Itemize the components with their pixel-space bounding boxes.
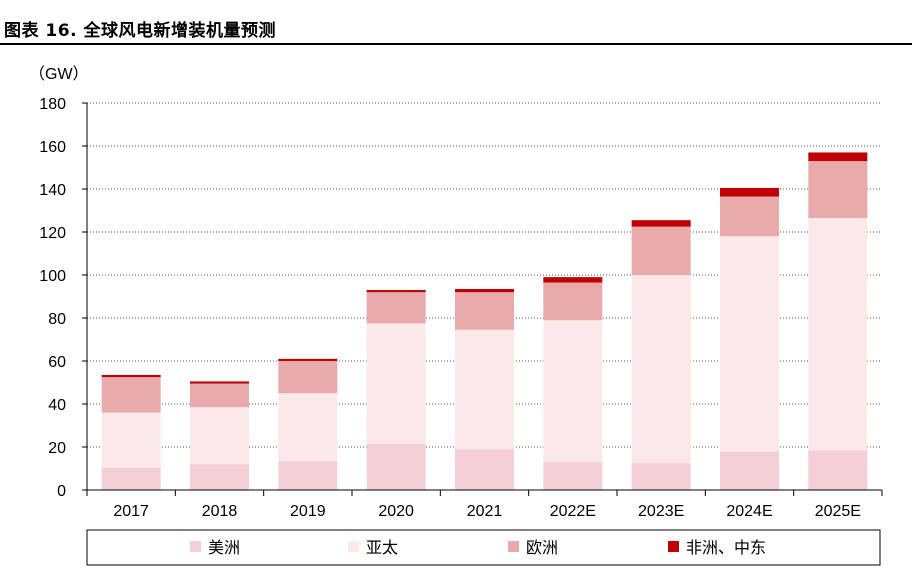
y-tick-label: 60 xyxy=(48,354,66,371)
bar-segment xyxy=(455,292,514,330)
bar-segment xyxy=(101,374,161,378)
bar-segment xyxy=(190,383,249,408)
bar-segment xyxy=(278,460,338,490)
legend-swatch xyxy=(668,541,679,552)
y-tick-label: 80 xyxy=(48,311,66,328)
bar-segment xyxy=(278,393,338,461)
x-tick-label: 2020 xyxy=(378,503,414,520)
y-tick-label: 180 xyxy=(39,96,66,113)
bar-segment xyxy=(720,187,779,197)
bar-segment xyxy=(101,377,161,413)
title-rule xyxy=(0,43,912,45)
bar-segment xyxy=(190,381,249,384)
x-tick-label: 2023E xyxy=(638,503,684,520)
bar-segment xyxy=(101,412,161,468)
bar-segment xyxy=(808,450,868,490)
bar-segment xyxy=(366,292,426,324)
bar-segment xyxy=(455,288,514,293)
y-tick-label: 0 xyxy=(57,483,66,500)
x-tick-label: 2021 xyxy=(467,503,503,520)
x-tick-label: 2017 xyxy=(113,503,149,520)
bar-segment xyxy=(543,282,603,321)
bar-segment xyxy=(543,320,603,463)
bar-segment xyxy=(366,290,426,293)
y-axis-unit-label: （GW） xyxy=(29,65,89,83)
bar-segment xyxy=(808,218,868,451)
bar-segment xyxy=(631,463,691,490)
bar-segment xyxy=(808,161,868,219)
legend-swatch xyxy=(348,541,359,552)
bar-segment xyxy=(190,464,249,490)
bar-segment xyxy=(720,236,779,452)
bar-segment xyxy=(720,451,779,490)
x-tick-label: 2025E xyxy=(815,503,861,520)
legend-label: 亚太 xyxy=(366,538,398,557)
legend-label: 美洲 xyxy=(208,538,240,557)
bar-segment xyxy=(190,407,249,465)
bar-segment xyxy=(720,196,779,237)
legend: 美洲 亚太 欧洲 非洲、中东 xyxy=(86,529,881,566)
bar-segment xyxy=(278,358,338,361)
legend-swatch xyxy=(190,541,201,552)
y-tick-label: 100 xyxy=(39,268,66,285)
bar-segment xyxy=(455,449,514,490)
x-tick-label: 2024E xyxy=(726,503,772,520)
legend-label: 欧洲 xyxy=(526,538,558,557)
bar-segment xyxy=(278,361,338,394)
legend-border xyxy=(86,529,881,566)
y-tick-label: 40 xyxy=(48,397,66,414)
x-tick-label: 2022E xyxy=(550,503,596,520)
bar-segment xyxy=(631,220,691,227)
legend-label: 非洲、中东 xyxy=(686,538,766,557)
x-tick-label: 2019 xyxy=(290,503,326,520)
bar-segment xyxy=(631,226,691,275)
bar-segment xyxy=(543,462,603,490)
y-tick-label: 140 xyxy=(39,182,66,199)
bar-segment xyxy=(366,323,426,444)
bar-segment xyxy=(808,152,868,162)
figure-title: 图表 16. 全球风电新增装机量预测 xyxy=(4,21,276,41)
y-tick-label: 160 xyxy=(39,139,66,156)
bars xyxy=(101,152,868,490)
x-tick-label: 2018 xyxy=(202,503,238,520)
bar-segment xyxy=(101,467,161,490)
bar-segment xyxy=(455,329,514,450)
y-tick-label: 120 xyxy=(39,225,66,242)
bar-segment xyxy=(366,443,426,490)
legend-swatch xyxy=(508,541,519,552)
bar-segment xyxy=(631,275,691,464)
axes: 0 20 40 60 80 100 120 140 160 180 2017 2018 2019 2020… xyxy=(39,96,883,520)
y-tick-label: 20 xyxy=(48,440,66,457)
bar-segment xyxy=(543,277,603,283)
